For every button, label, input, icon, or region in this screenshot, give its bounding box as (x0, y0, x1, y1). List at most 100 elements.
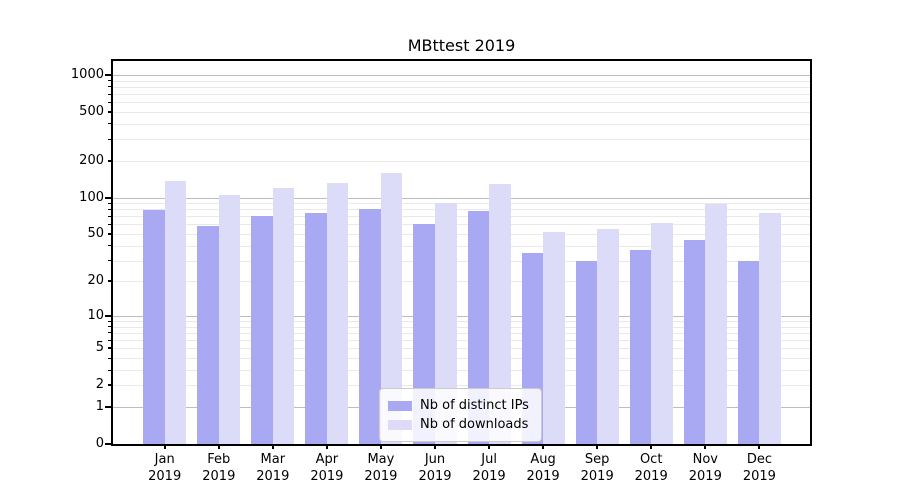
bar-downloads-may (380, 172, 403, 444)
y-tick-label: 5 (95, 340, 104, 356)
bar-distinct-ips-may (359, 208, 381, 444)
bar-distinct-ips-jul (467, 210, 490, 444)
y-minor-tick-mark (108, 223, 111, 225)
legend: Nb of distinct IPs Nb of downloads (379, 388, 542, 442)
legend-label-distinct-ips: Nb of distinct IPs (420, 398, 529, 413)
bar-distinct-ips-feb (197, 226, 219, 444)
minor-gridline (113, 80, 810, 82)
y-tick-mark (108, 280, 111, 283)
bar-downloads-jan (164, 180, 187, 444)
plot-area: Nb of distinct IPs Nb of downloads (111, 59, 812, 446)
x-tick-label-may: May 2019 (351, 451, 411, 485)
x-tick-year: 2019 (634, 469, 668, 484)
bar-distinct-ips-jan (143, 210, 165, 444)
minor-gridline (113, 234, 810, 235)
x-tick-mark (271, 444, 274, 449)
bar-distinct-ips-oct (629, 249, 652, 444)
y-minor-tick-mark (108, 320, 111, 322)
major-gridline (113, 75, 810, 76)
y-minor-tick-mark (108, 326, 111, 328)
minor-gridline (113, 209, 810, 211)
chart-title: MBttest 2019 (407, 36, 516, 55)
x-tick-label-jan: Jan 2019 (135, 451, 195, 485)
bar-distinct-ips-nov (683, 239, 706, 444)
y-minor-tick-mark (108, 202, 111, 204)
y-tick-mark (105, 314, 111, 317)
x-tick-year: 2019 (472, 469, 506, 484)
y-tick-label: 1 (95, 399, 104, 414)
x-tick-label-oct: Oct 2019 (621, 451, 681, 485)
y-minor-tick-mark (108, 339, 111, 341)
y-minor-tick-mark (108, 215, 111, 217)
y-tick-mark (105, 74, 111, 76)
bar-downloads-jun (435, 202, 457, 444)
y-tick-label: 50 (87, 226, 104, 241)
x-tick-year: 2019 (256, 469, 290, 484)
x-tick-label-jul: Jul 2019 (459, 451, 519, 485)
x-tick-mark (596, 444, 599, 449)
y-tick-mark (105, 443, 111, 445)
x-tick-month: Oct (639, 452, 663, 467)
x-tick-month: Jun (424, 452, 446, 467)
y-tick-mark (108, 384, 111, 387)
x-tick-label-feb: Feb 2019 (189, 451, 249, 485)
y-minor-tick-mark (108, 332, 111, 334)
bar-downloads-aug (543, 231, 565, 444)
bar-distinct-ips-mar (251, 215, 273, 444)
x-tick-mark (217, 444, 220, 449)
x-tick-year: 2019 (418, 469, 452, 484)
minor-gridline (113, 224, 810, 226)
x-tick-month: Feb (207, 452, 231, 467)
x-tick-month: Mar (260, 452, 286, 467)
x-tick-mark (163, 444, 166, 449)
x-tick-month: Jan (154, 452, 175, 467)
minor-gridline (113, 216, 810, 218)
y-tick-label: 200 (79, 152, 104, 168)
x-tick-year: 2019 (364, 469, 398, 484)
y-tick-mark (108, 233, 111, 235)
x-tick-mark (758, 444, 761, 449)
bar-downloads-mar (272, 188, 295, 444)
minor-gridline (113, 281, 810, 283)
major-gridline (113, 315, 810, 317)
minor-gridline (113, 370, 810, 371)
bar-downloads-feb (218, 194, 241, 444)
y-minor-tick-mark (108, 208, 111, 210)
y-tick-label: 100 (79, 189, 104, 205)
bar-downloads-oct (651, 222, 673, 444)
y-tick-mark (108, 347, 111, 350)
y-minor-tick-mark (108, 101, 111, 103)
y-tick-mark (108, 159, 111, 162)
x-tick-month: Sep (584, 452, 610, 467)
x-tick-label-jun: Jun 2019 (405, 451, 465, 485)
minor-gridline (113, 358, 810, 359)
x-tick-label-apr: Apr 2019 (297, 451, 357, 485)
bar-downloads-dec (759, 212, 781, 444)
y-tick-label: 20 (87, 273, 104, 289)
x-tick-label-aug: Aug 2019 (513, 451, 573, 485)
x-tick-month: Dec (746, 452, 772, 467)
bar-distinct-ips-apr (305, 212, 327, 444)
y-minor-tick-mark (108, 260, 111, 262)
y-tick-mark (105, 196, 111, 199)
minor-gridline (113, 203, 810, 205)
x-tick-month: May (367, 452, 395, 467)
x-tick-label-sep: Sep 2019 (567, 451, 627, 485)
legend-swatch-downloads (388, 419, 412, 430)
y-minor-tick-mark (108, 357, 111, 359)
y-tick-label: 500 (79, 104, 104, 119)
x-tick-month: Apr (315, 452, 339, 467)
x-tick-year: 2019 (148, 469, 182, 484)
bar-downloads-sep (597, 229, 619, 444)
y-minor-tick-mark (108, 80, 111, 82)
minor-gridline (113, 348, 810, 350)
y-tick-label: 1000 (70, 67, 104, 82)
minor-gridline (113, 112, 810, 113)
x-tick-mark (325, 444, 328, 449)
y-minor-tick-mark (108, 123, 111, 125)
y-tick-label: 2 (95, 377, 104, 393)
legend-label-downloads: Nb of downloads (420, 417, 529, 432)
bar-downloads-nov (705, 204, 727, 444)
x-tick-label-nov: Nov 2019 (675, 451, 735, 485)
